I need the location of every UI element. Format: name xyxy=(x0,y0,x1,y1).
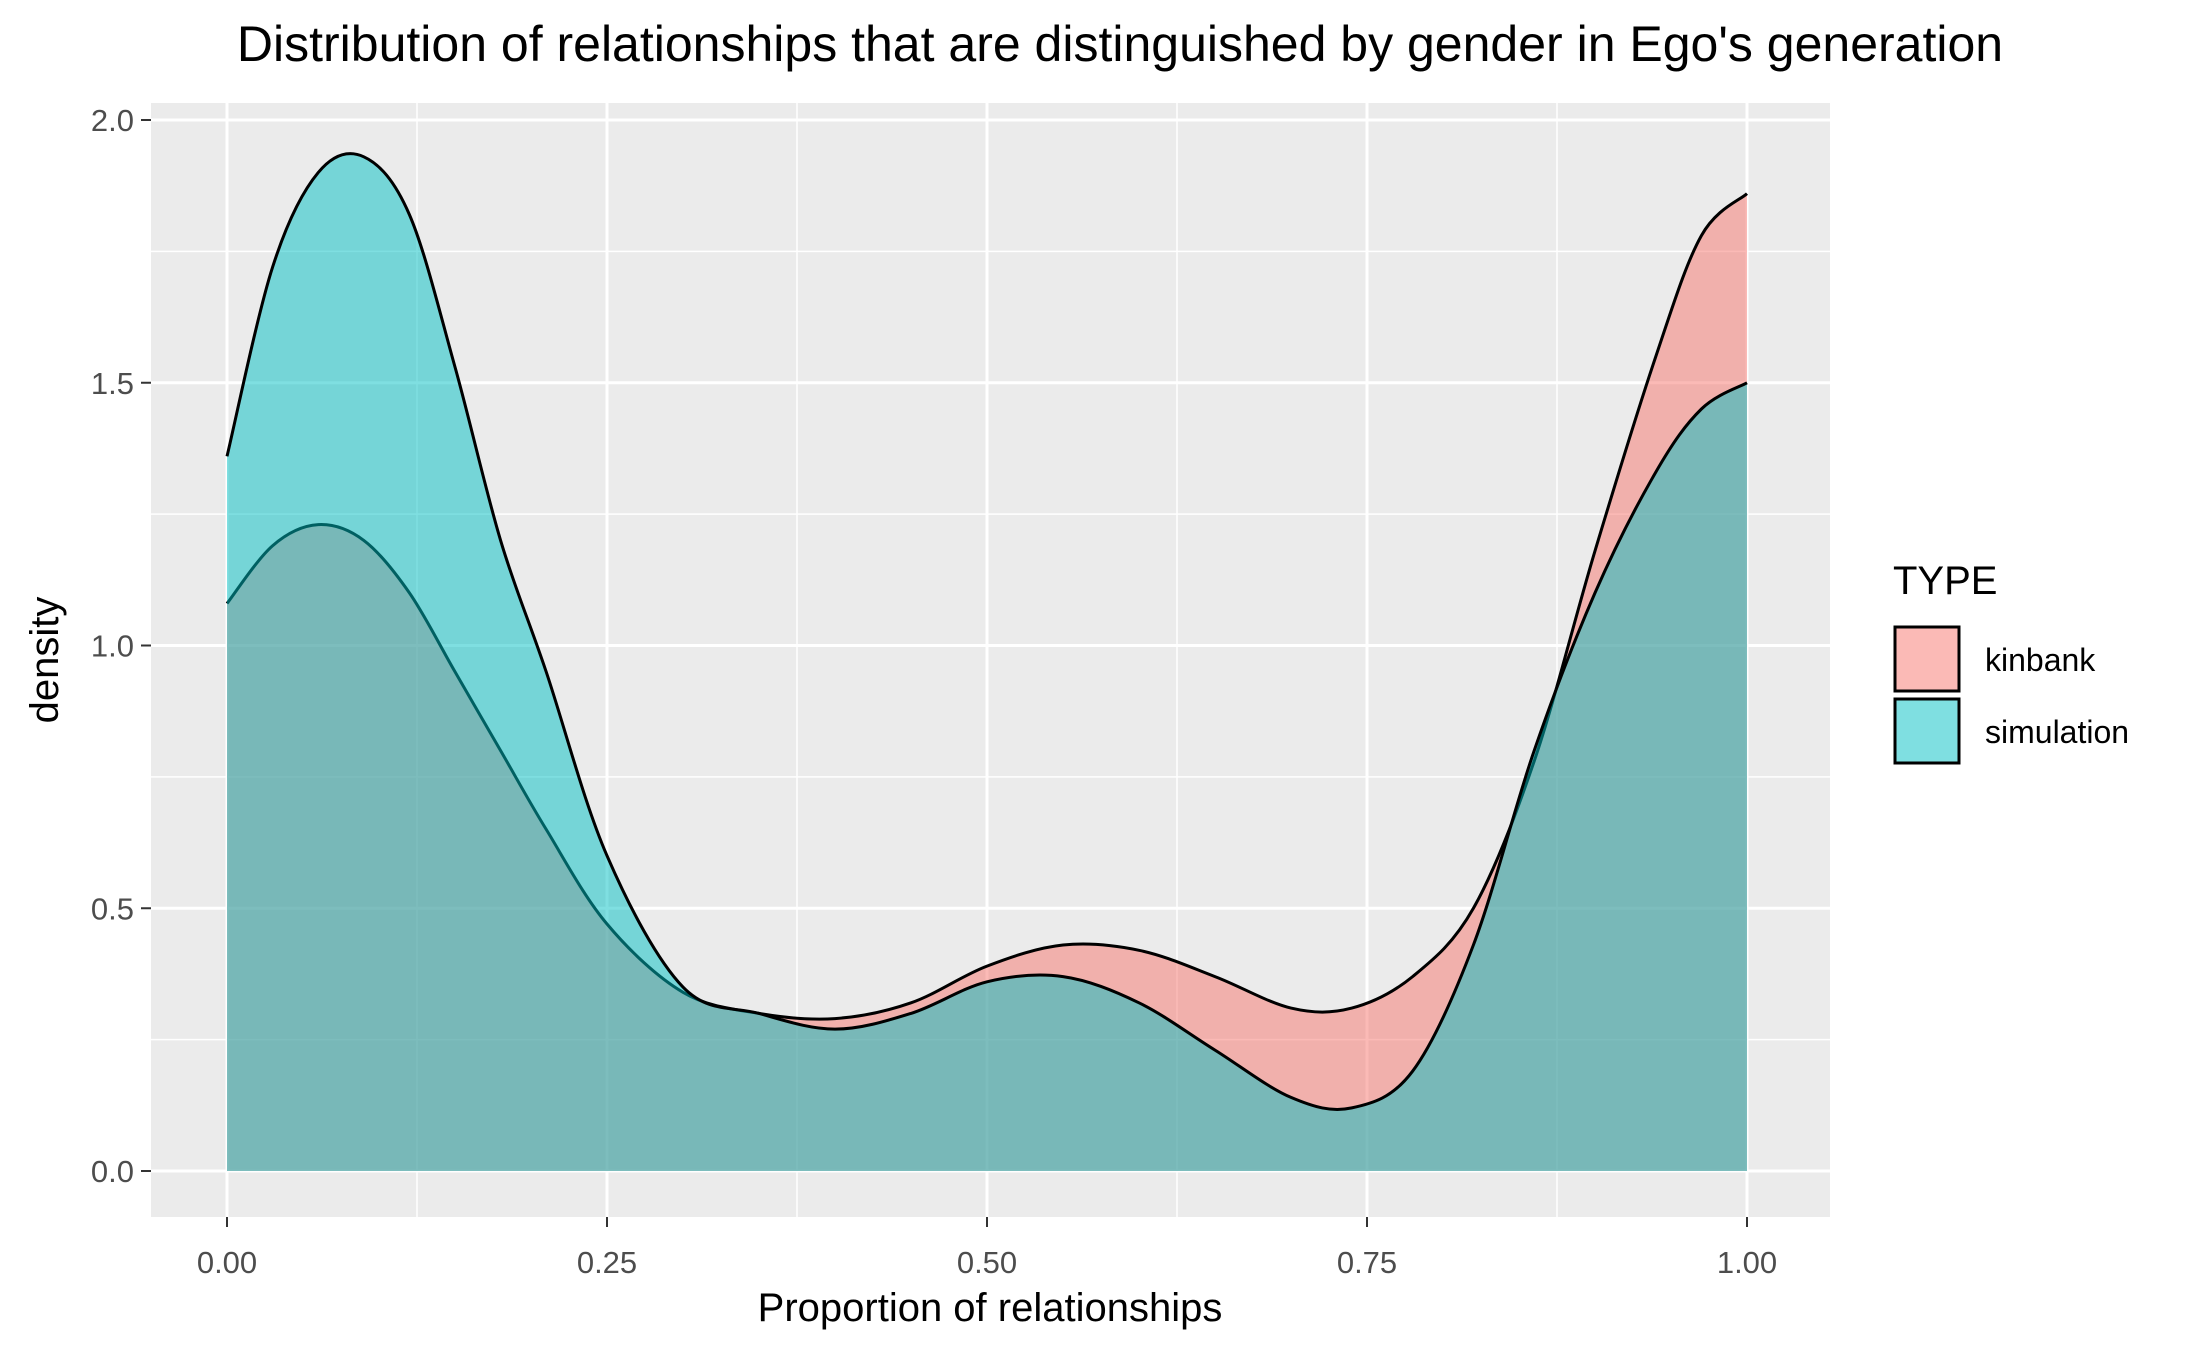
legend: TYPE kinbank simulation xyxy=(1893,559,2129,765)
legend-key-simulation xyxy=(1893,697,1961,765)
density-area-simulation xyxy=(227,153,1747,1172)
legend-key-kinbank xyxy=(1893,625,1961,693)
x-axis-title: Proportion of relationships xyxy=(758,1286,1223,1330)
y-tick-label: 0.0 xyxy=(91,1154,134,1189)
y-axis-title: density xyxy=(23,597,67,724)
x-tick-label: 0.50 xyxy=(957,1245,1017,1280)
x-tick-label: 1.00 xyxy=(1717,1245,1777,1280)
x-tick-label: 0.75 xyxy=(1337,1245,1397,1280)
x-tick-label: 0.25 xyxy=(577,1245,637,1280)
legend-keys: kinbank simulation xyxy=(1893,625,2129,765)
density-areas xyxy=(225,152,1749,1172)
legend-label-simulation: simulation xyxy=(1985,714,2129,750)
y-tick-label: 2.0 xyxy=(91,103,134,138)
x-tick-label: 0.00 xyxy=(197,1245,257,1280)
legend-title: TYPE xyxy=(1893,559,1997,603)
axis-ticks: 0.00 0.25 0.50 0.75 1.00 0.0 0.5 1.0 1.5 2.0 xyxy=(91,103,1777,1280)
y-tick-label: 1.5 xyxy=(91,366,134,401)
density-line-simulation xyxy=(225,152,1748,1111)
y-tick-label: 1.0 xyxy=(91,629,134,664)
legend-label-kinbank: kinbank xyxy=(1985,642,2096,678)
y-tick-label: 0.5 xyxy=(91,891,134,926)
chart-title: Distribution of relationships that are d… xyxy=(237,16,2003,72)
